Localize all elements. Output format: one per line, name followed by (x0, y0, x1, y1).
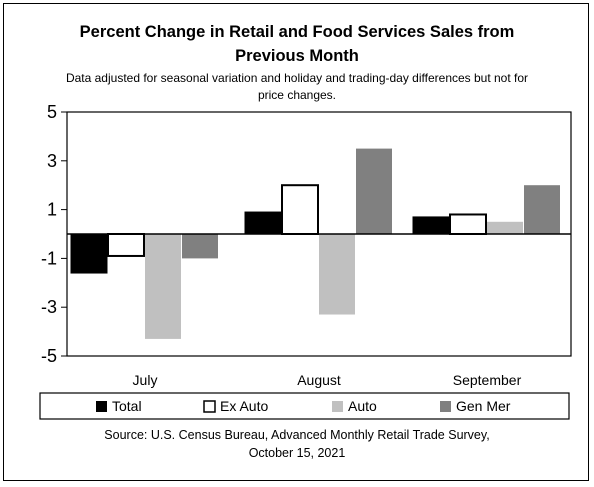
bar-ex-auto-august (281, 184, 319, 235)
legend-label-total: Total (112, 398, 142, 414)
y-tick-label: -1 (41, 248, 57, 268)
chart-subtitle-line-2: price changes. (257, 88, 337, 102)
bar-total-july (70, 233, 108, 274)
legend-label-ex-auto: Ex Auto (220, 398, 268, 414)
source-note: Source: U.S. Census Bureau, Advanced Mon… (0, 426, 594, 462)
bar-gen-mer-july (182, 234, 218, 259)
y-tick-label: 1 (47, 200, 57, 220)
bar-auto-september (487, 221, 523, 234)
chart-title-line-1: Percent Change in Retail and Food Servic… (79, 23, 515, 41)
legend-swatch-auto (332, 401, 343, 412)
legend-label-auto: Auto (348, 398, 377, 414)
bar-total-august (244, 211, 282, 235)
chart-subtitle: Data adjusted for seasonal variation and… (0, 70, 594, 104)
category-label: July (133, 372, 158, 388)
source-line-1: Source: U.S. Census Bureau, Advanced Mon… (104, 428, 490, 442)
legend-swatch-gen-mer (440, 401, 451, 412)
chart-subtitle-line-1: Data adjusted for seasonal variation and… (65, 71, 529, 85)
bar-auto-august (319, 234, 355, 315)
source-line-2: October 15, 2021 (248, 446, 346, 460)
category-label: September (453, 372, 522, 388)
bar-auto-july (145, 234, 181, 339)
legend-swatch-ex-auto (203, 400, 216, 413)
legend-box (39, 392, 570, 420)
bar-ex-auto-july (107, 233, 145, 257)
y-tick-label: -5 (41, 346, 57, 366)
bar-ex-auto-september (449, 213, 487, 235)
legend-swatch-total (96, 401, 107, 412)
legend-label-gen-mer: Gen Mer (456, 398, 511, 414)
y-tick-label: 5 (47, 102, 57, 122)
bar-total-september (412, 216, 450, 235)
y-tick-label: -3 (41, 297, 57, 317)
chart-title-line-2: Previous Month (235, 47, 359, 65)
chart-title: Percent Change in Retail and Food Servic… (0, 20, 594, 68)
bar-gen-mer-september (524, 185, 560, 234)
category-label: August (297, 372, 341, 388)
y-tick-label: 3 (47, 151, 57, 171)
bar-gen-mer-august (356, 148, 392, 234)
